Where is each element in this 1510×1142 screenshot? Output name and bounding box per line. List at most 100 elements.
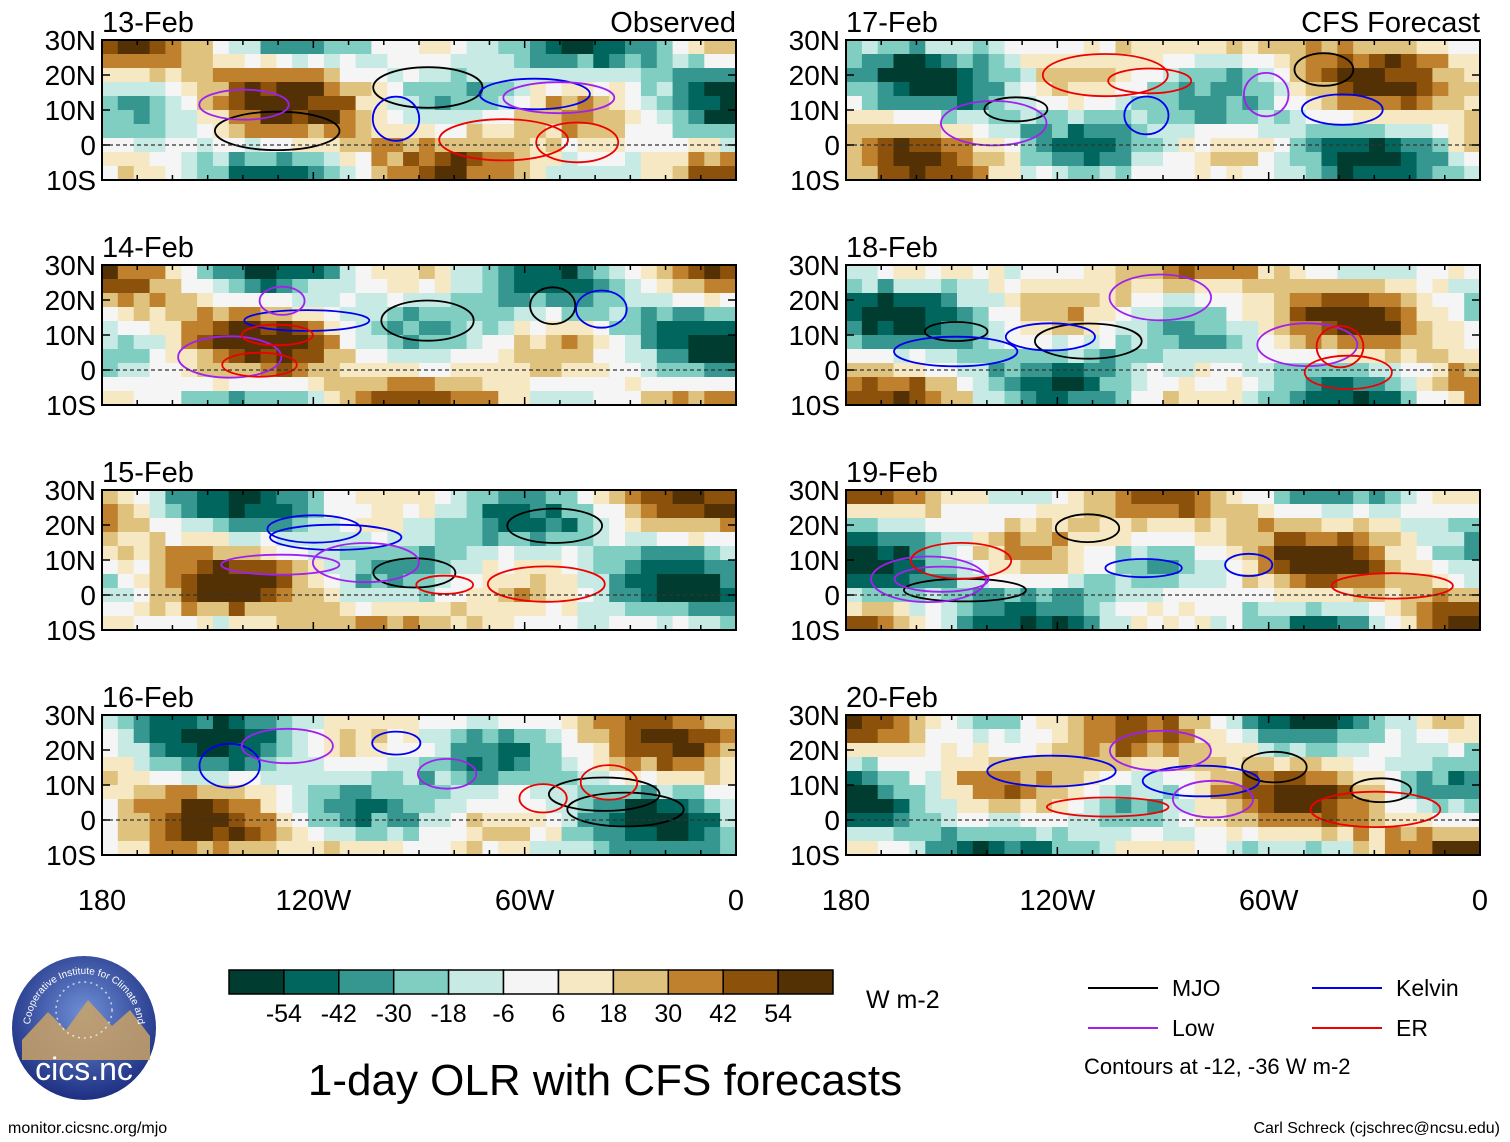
olr-cell — [688, 532, 705, 547]
olr-cell — [1289, 124, 1307, 139]
olr-cell — [260, 96, 277, 111]
olr-cell — [181, 265, 198, 280]
olr-cell — [1448, 40, 1465, 55]
olr-cell — [1083, 265, 1101, 280]
olr-cell — [1226, 152, 1243, 167]
olr-cell — [1305, 54, 1323, 69]
olr-cell — [1036, 602, 1053, 617]
olr-cell — [972, 546, 990, 561]
olr-cell — [276, 616, 293, 630]
olr-cell — [244, 152, 262, 167]
kelvin-contour — [575, 289, 628, 329]
olr-cell — [149, 265, 166, 280]
olr-cell — [434, 813, 452, 828]
olr-cell — [861, 265, 879, 280]
y-tick-label: 10S — [790, 165, 840, 196]
olr-cell — [1178, 279, 1196, 294]
olr-cell — [1210, 827, 1227, 842]
olr-cell — [1305, 532, 1323, 547]
olr-cell — [656, 391, 674, 405]
olr-cell — [1194, 377, 1212, 392]
olr-cell — [672, 799, 689, 814]
olr-cell — [308, 82, 325, 97]
kelvin-contour — [478, 77, 591, 111]
olr-cell — [181, 560, 198, 575]
olr-cell — [861, 729, 879, 744]
olr-cell — [244, 616, 262, 630]
olr-cell — [1400, 518, 1418, 533]
olr-cell — [482, 504, 499, 519]
olr-cell — [339, 743, 357, 758]
olr-cell — [133, 82, 151, 97]
olr-cell — [720, 757, 736, 772]
olr-cell — [1194, 293, 1212, 308]
olr-cell — [403, 293, 420, 308]
olr-cell — [941, 813, 958, 828]
olr-cell — [1115, 532, 1132, 547]
olr-cell — [988, 279, 1005, 294]
olr-cell — [1052, 785, 1069, 800]
olr-cell — [1258, 490, 1275, 505]
olr-cell — [1210, 490, 1227, 505]
olr-cell — [1020, 377, 1037, 392]
olr-cell — [371, 757, 388, 772]
olr-cell — [212, 518, 230, 533]
olr-cell — [1067, 293, 1085, 308]
footer-url[interactable]: monitor.cicsnc.org/mjo — [8, 1120, 167, 1137]
olr-cell — [149, 279, 166, 294]
olr-cell — [450, 715, 468, 730]
olr-cell — [514, 377, 531, 392]
olr-cell — [1242, 602, 1259, 617]
olr-cell — [672, 827, 689, 842]
olr-cell — [1178, 490, 1196, 505]
olr-cell — [102, 349, 119, 364]
olr-cell — [1289, 490, 1307, 505]
olr-cell — [1384, 307, 1402, 322]
y-tick-label: 0 — [824, 130, 840, 161]
olr-cell — [1464, 490, 1480, 505]
olr-cell — [260, 532, 277, 547]
olr-cell — [102, 40, 119, 55]
olr-cell — [1400, 152, 1418, 167]
olr-cell — [672, 166, 689, 180]
olr-cell — [1274, 518, 1291, 533]
olr-cell — [846, 757, 863, 772]
olr-cell — [1020, 743, 1037, 758]
x-tick-label: 60W — [1239, 885, 1299, 917]
olr-cell — [1274, 602, 1291, 617]
olr-cell — [957, 729, 974, 744]
olr-cell — [625, 743, 642, 758]
olr-cell — [609, 124, 626, 139]
olr-cell — [1099, 152, 1116, 167]
olr-cell — [972, 82, 990, 97]
olr-cell — [149, 124, 166, 139]
olr-cell — [1400, 110, 1418, 125]
olr-cell — [308, 616, 325, 630]
kelvin-contour — [371, 95, 421, 142]
olr-cell — [893, 68, 910, 83]
olr-cell — [244, 504, 262, 519]
olr-cell — [672, 279, 689, 294]
olr-cell — [1353, 546, 1370, 561]
olr-cell — [133, 771, 151, 786]
olr-cell — [117, 799, 135, 814]
olr-cell — [941, 827, 958, 842]
olr-cell — [957, 827, 974, 842]
olr-cell — [861, 757, 879, 772]
olr-cell — [1400, 391, 1418, 405]
olr-cell — [244, 293, 262, 308]
olr-cell — [419, 279, 436, 294]
olr-cell — [720, 532, 736, 547]
y-tick-label: 0 — [80, 805, 96, 836]
olr-cell — [1067, 532, 1085, 547]
olr-cell — [988, 729, 1005, 744]
olr-cell — [704, 785, 721, 800]
olr-cell — [720, 391, 736, 405]
olr-cell — [244, 560, 262, 575]
olr-cell — [561, 391, 578, 405]
olr-cell — [323, 293, 341, 308]
olr-cell — [1163, 82, 1180, 97]
olr-cell — [514, 827, 531, 842]
olr-cell — [688, 518, 705, 533]
olr-cell — [339, 349, 357, 364]
